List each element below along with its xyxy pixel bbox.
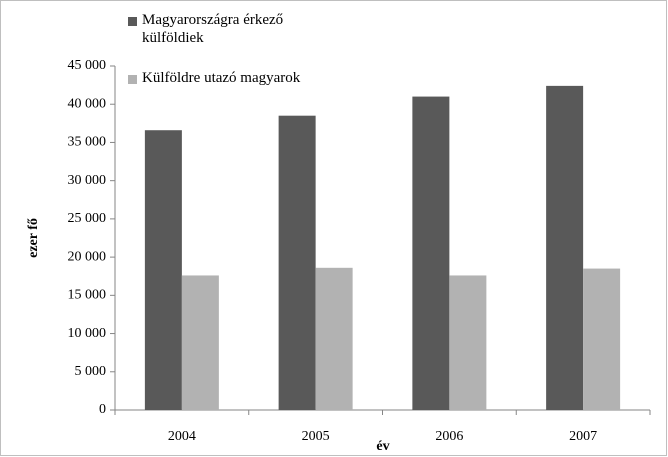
bar — [144, 130, 182, 411]
bar — [449, 275, 487, 410]
y-tick-label: 10 000 — [68, 326, 107, 341]
bar — [546, 85, 584, 411]
y-tick-label: 20 000 — [68, 249, 107, 264]
bar — [583, 268, 621, 410]
x-axis-label: év — [376, 439, 389, 454]
y-tick-label: 35 000 — [68, 135, 107, 150]
legend-entry: Külföldre utazó magyarok — [142, 70, 301, 86]
y-tick-label: 45 000 — [68, 58, 107, 73]
bar — [181, 275, 219, 410]
y-tick-label: 30 000 — [68, 173, 107, 188]
legend-label: Külföldre utazó magyarok — [142, 70, 301, 86]
y-tick-label: 40 000 — [68, 96, 107, 111]
x-tick-label: 2004 — [168, 429, 196, 444]
legend-swatch — [128, 75, 137, 84]
x-tick-label: 2006 — [435, 429, 463, 444]
y-axis-label: ezer fő — [26, 218, 41, 258]
y-tick-label: 25 000 — [68, 211, 107, 226]
bar — [412, 96, 450, 411]
bar — [278, 115, 316, 410]
x-tick-label: 2007 — [569, 429, 597, 444]
y-tick-label: 15 000 — [68, 288, 107, 303]
y-tick-label: 5 000 — [75, 364, 107, 379]
legend-label: Magyarországra érkező külföldiek — [142, 12, 284, 46]
legend-swatch — [128, 17, 137, 26]
legend-entry: Magyarországra érkező külföldiek — [142, 12, 284, 46]
x-tick-label: 2005 — [302, 429, 330, 444]
y-tick-label: 0 — [99, 402, 106, 417]
bar — [315, 267, 353, 410]
